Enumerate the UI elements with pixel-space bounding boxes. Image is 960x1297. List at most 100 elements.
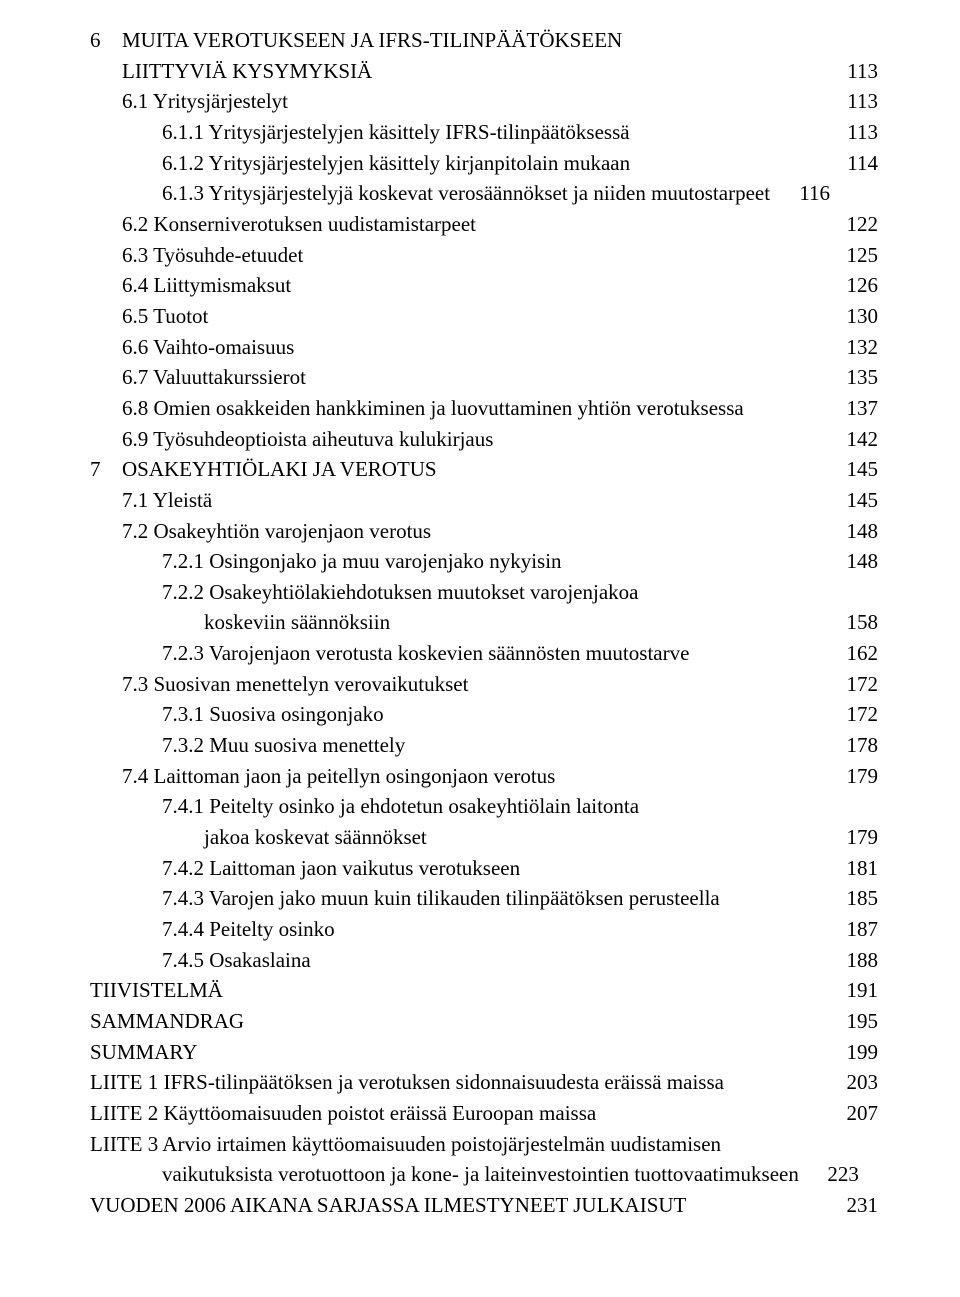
- table-of-contents: 6MUITA VEROTUKSEEN JA IFRS-TILINPÄÄTÖKSE…: [90, 25, 878, 1221]
- toc-line: TIIVISTELMÄ 191: [90, 975, 878, 1006]
- toc-line: 7.1 Yleistä 145: [90, 485, 878, 516]
- toc-line: 7.2.3 Varojenjaon verotusta koskevien sä…: [90, 638, 878, 669]
- page-number: 114: [840, 148, 878, 179]
- toc-label: 6.8 Omien osakkeiden hankkiminen ja luov…: [122, 393, 744, 424]
- toc-text: 7.4.3 Varojen jako muun kuin tilikauden …: [162, 886, 720, 910]
- toc-text: 6.5 Tuotot: [122, 304, 208, 328]
- toc-label: LIITE 3 Arvio irtaimen käyttöomaisuuden …: [90, 1129, 721, 1160]
- toc-label: 6.9 Työsuhdeoptioista aiheutuva kulukirj…: [122, 424, 493, 455]
- toc-text: 6.1.1 Yritysjärjestelyjen käsittely IFRS…: [162, 120, 630, 144]
- toc-label: 7.4.3 Varojen jako muun kuin tilikauden …: [162, 883, 720, 914]
- toc-line: 6.8 Omien osakkeiden hankkiminen ja luov…: [90, 393, 878, 424]
- toc-text: LIITE 1 IFRS-tilinpäätöksen ja verotukse…: [90, 1070, 724, 1094]
- toc-line: 6.9 Työsuhdeoptioista aiheutuva kulukirj…: [90, 424, 878, 455]
- page-number: 113: [840, 86, 878, 117]
- toc-label: 6.4 Liittymismaksut: [122, 270, 291, 301]
- toc-line: 7.4.1 Peitelty osinko ja ehdotetun osake…: [90, 791, 878, 822]
- toc-line: 6MUITA VEROTUKSEEN JA IFRS-TILINPÄÄTÖKSE…: [90, 25, 878, 56]
- page-number: 142: [840, 424, 878, 455]
- toc-text: LIITE 2 Käyttöomaisuuden poistot eräissä…: [90, 1101, 596, 1125]
- toc-line: LIITTYVIÄ KYSYMYKSIÄ113: [90, 56, 878, 87]
- page-number: 185: [840, 883, 878, 914]
- toc-label: 6.2 Konserniverotuksen uudistamistarpeet: [122, 209, 476, 240]
- toc-text: 6.8 Omien osakkeiden hankkiminen ja luov…: [122, 396, 744, 420]
- toc-text: 6.1.3 Yritysjärjestelyjä koskevat verosä…: [162, 181, 770, 205]
- page-number: 203: [840, 1067, 878, 1098]
- toc-label: koskeviin säännöksiin: [204, 607, 390, 638]
- toc-line: VUODEN 2006 AIKANA SARJASSA ILMESTYNEET …: [90, 1190, 878, 1221]
- toc-label: jakoa koskevat säännökset: [204, 822, 427, 853]
- toc-text: 6.4 Liittymismaksut: [122, 273, 291, 297]
- toc-label: VUODEN 2006 AIKANA SARJASSA ILMESTYNEET …: [90, 1190, 686, 1221]
- page-number: 148: [840, 516, 878, 547]
- page-number: 126: [840, 270, 878, 301]
- page-number: 148: [840, 546, 878, 577]
- toc-text: OSAKEYHTIÖLAKI JA VEROTUS: [122, 457, 437, 481]
- toc-line: SUMMARY 199: [90, 1037, 878, 1068]
- toc-text: SAMMANDRAG: [90, 1009, 244, 1033]
- page-number: 178: [840, 730, 878, 761]
- toc-label: 6.1.3 Yritysjärjestelyjä koskevat verosä…: [162, 178, 770, 209]
- toc-label: 6.1 Yritysjärjestelyt: [122, 86, 288, 117]
- toc-text: 6.3 Työsuhde-etuudet: [122, 243, 303, 267]
- toc-text: 7.2 Osakeyhtiön varojenjaon verotus: [122, 519, 431, 543]
- toc-line: 6.6 Vaihto-omaisuus132: [90, 332, 878, 363]
- toc-line: 6.1.1 Yritysjärjestelyjen käsittely IFRS…: [90, 117, 878, 148]
- toc-label: 7.1 Yleistä: [122, 485, 212, 516]
- page-number: 145: [840, 454, 878, 485]
- toc-line: 7.3.2 Muu suosiva menettely 178: [90, 730, 878, 761]
- page-number: 145: [840, 485, 878, 516]
- toc-label: LIITE 2 Käyttöomaisuuden poistot eräissä…: [90, 1098, 596, 1129]
- toc-line: 7.2.1 Osingonjako ja muu varojenjako nyk…: [90, 546, 878, 577]
- page-number: 199: [840, 1037, 878, 1068]
- toc-label: 6.5 Tuotot: [122, 301, 208, 332]
- toc-line: 6.1.3 Yritysjärjestelyjä koskevat verosä…: [90, 178, 878, 209]
- toc-line: vaikutuksista verotuottoon ja kone- ja l…: [90, 1159, 878, 1190]
- toc-label: 6.1.1 Yritysjärjestelyjen käsittely IFRS…: [162, 117, 630, 148]
- toc-line: 7.2.2 Osakeyhtiölakiehdotuksen muutokset…: [90, 577, 878, 608]
- page-number: 162: [840, 638, 878, 669]
- page-number: 122: [840, 209, 878, 240]
- toc-label: 7.4.5 Osakaslaina: [162, 945, 311, 976]
- toc-text: 7.3.1 Suosiva osingonjako: [162, 702, 384, 726]
- page-number: 207: [840, 1098, 878, 1129]
- toc-text: 7.4.4 Peitelty osinko: [162, 917, 335, 941]
- toc-line: LIITE 1 IFRS-tilinpäätöksen ja verotukse…: [90, 1067, 878, 1098]
- page-number: 223: [821, 1159, 859, 1190]
- toc-line: 6.7 Valuuttakurssierot135: [90, 362, 878, 393]
- toc-text: 7.2.3 Varojenjaon verotusta koskevien sä…: [162, 641, 689, 665]
- toc-text: 6.1 Yritysjärjestelyt: [122, 89, 288, 113]
- toc-text: 7.4.2 Laittoman jaon vaikutus verotuksee…: [162, 856, 520, 880]
- toc-text: 6.6 Vaihto-omaisuus: [122, 335, 294, 359]
- toc-label: 7.4.2 Laittoman jaon vaikutus verotuksee…: [162, 853, 520, 884]
- toc-line: 7.3.1 Suosiva osingonjako172: [90, 699, 878, 730]
- toc-line: koskeviin säännöksiin 158: [90, 607, 878, 638]
- toc-line: 7.3 Suosivan menettelyn verovaikutukset1…: [90, 669, 878, 700]
- toc-line: jakoa koskevat säännökset179: [90, 822, 878, 853]
- page-number: 172: [840, 669, 878, 700]
- page-number: 195: [840, 1006, 878, 1037]
- page-number: 181: [840, 853, 878, 884]
- toc-text: 7.4 Laittoman jaon ja peitellyn osingonj…: [122, 764, 555, 788]
- toc-line: SAMMANDRAG 195: [90, 1006, 878, 1037]
- toc-text: VUODEN 2006 AIKANA SARJASSA ILMESTYNEET …: [90, 1193, 686, 1217]
- toc-line: 6.5 Tuotot 130: [90, 301, 878, 332]
- page-number: 191: [840, 975, 878, 1006]
- toc-label: 6.3 Työsuhde-etuudet: [122, 240, 303, 271]
- toc-line: LIITE 3 Arvio irtaimen käyttöomaisuuden …: [90, 1129, 878, 1160]
- chapter-number: 7: [90, 454, 122, 485]
- toc-text: 6.1.2 Yritysjärjestelyjen käsittely kirj…: [162, 151, 630, 175]
- page-number: 158: [840, 607, 878, 638]
- toc-label: 6MUITA VEROTUKSEEN JA IFRS-TILINPÄÄTÖKSE…: [90, 25, 622, 56]
- page-number: 130: [840, 301, 878, 332]
- page-number: 179: [840, 761, 878, 792]
- toc-line: 7.4.3 Varojen jako muun kuin tilikauden …: [90, 883, 878, 914]
- toc-label: 7.3.2 Muu suosiva menettely: [162, 730, 405, 761]
- toc-text: SUMMARY: [90, 1040, 197, 1064]
- toc-text: 6.7 Valuuttakurssierot: [122, 365, 306, 389]
- toc-text: 7.2.1 Osingonjako ja muu varojenjako nyk…: [162, 549, 562, 573]
- toc-label: 7.3.1 Suosiva osingonjako: [162, 699, 384, 730]
- toc-text: TIIVISTELMÄ: [90, 978, 223, 1002]
- toc-label: SAMMANDRAG: [90, 1006, 244, 1037]
- toc-text: 6.2 Konserniverotuksen uudistamistarpeet: [122, 212, 476, 236]
